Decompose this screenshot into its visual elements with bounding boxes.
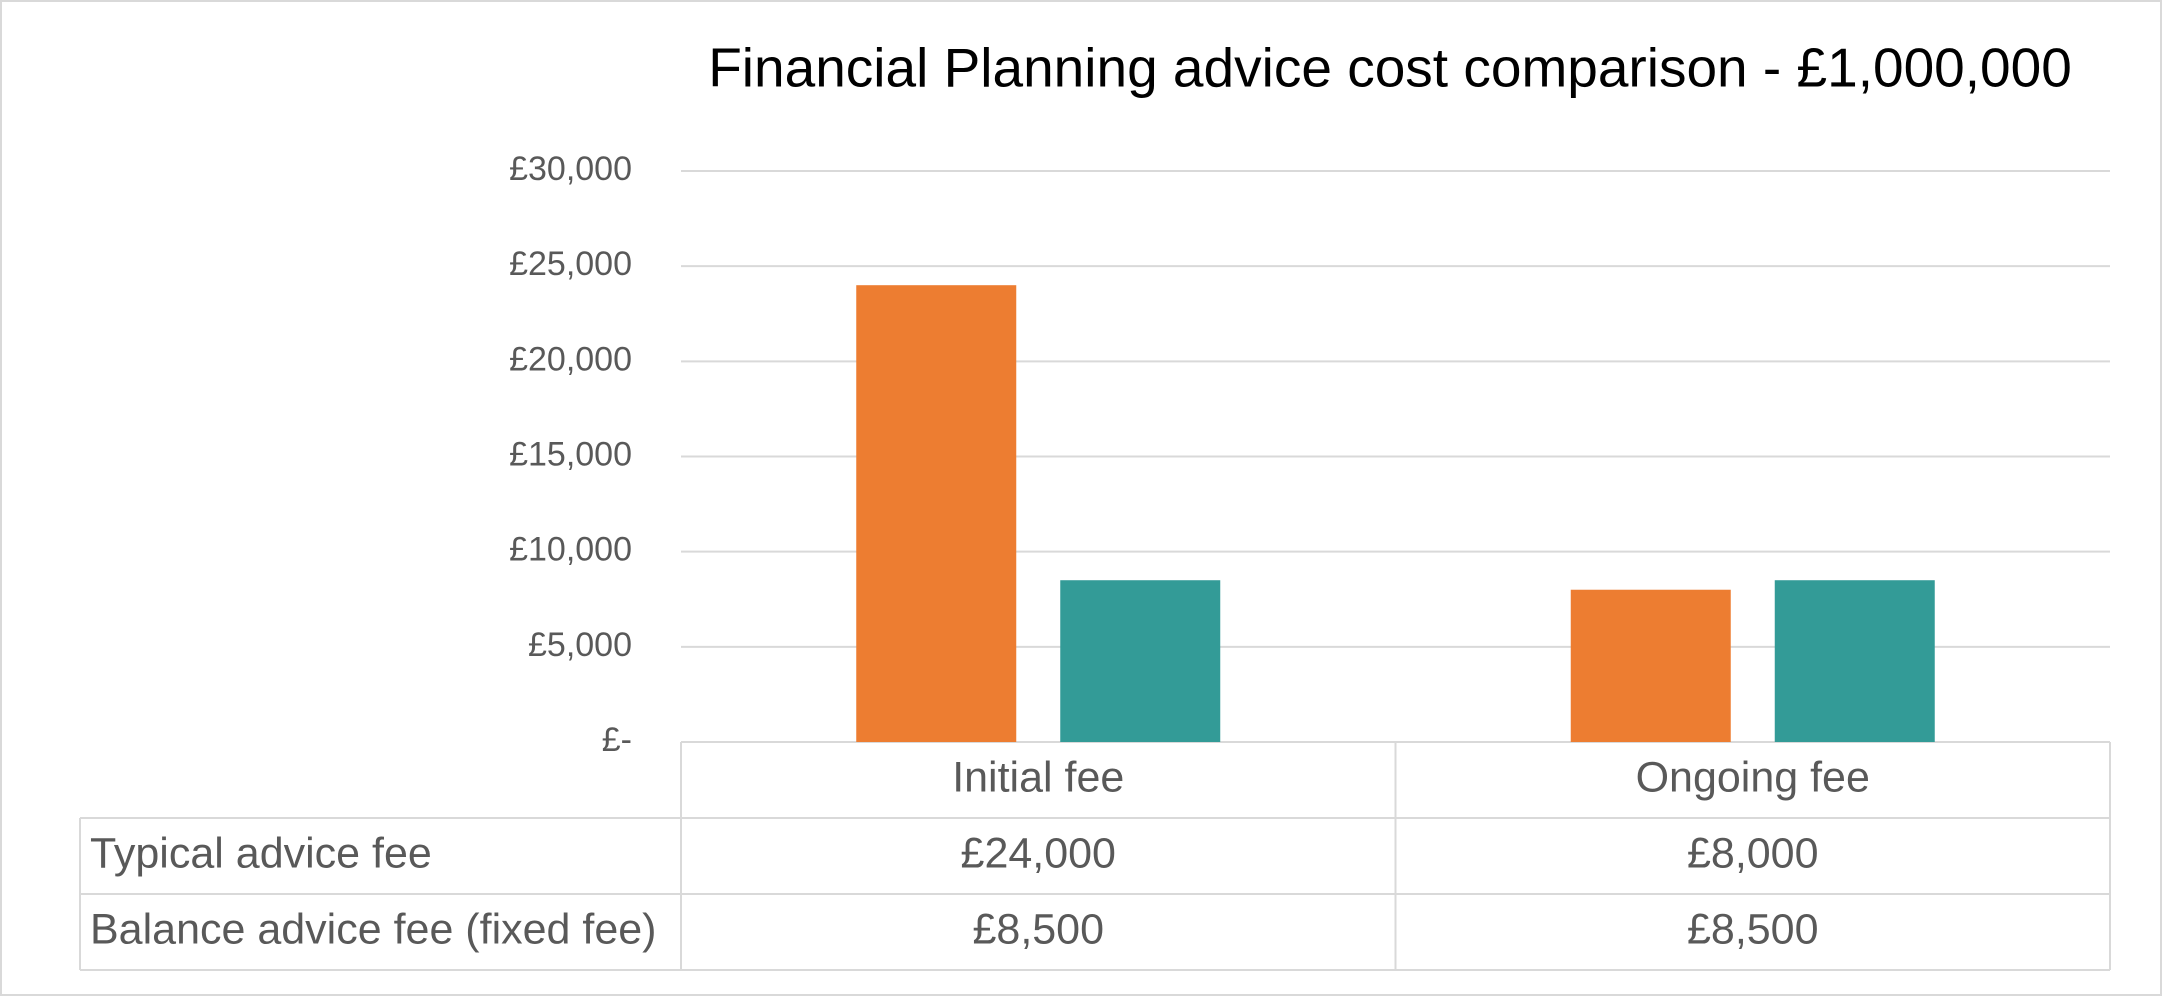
y-tick-label: £5,000 [528,626,632,664]
y-tick-label: £- [602,721,632,759]
chart-title: Financial Planning advice cost compariso… [708,37,2072,99]
bar [1060,580,1221,742]
legend-label: Balance advice fee (fixed fee) [90,905,657,953]
bar [856,285,1017,742]
y-tick-label: £20,000 [509,340,632,378]
y-tick-label: £25,000 [509,245,632,283]
table-value: £8,500 [1687,905,1819,953]
table-value: £8,000 [1687,829,1819,877]
table-value: £24,000 [961,829,1116,877]
x-tick-label: Ongoing fee [1636,753,1870,801]
bar [1774,580,1935,742]
y-tick-label: £15,000 [509,435,632,473]
y-tick-label: £30,000 [509,150,632,188]
bar [1570,589,1731,742]
y-tick-label: £10,000 [509,531,632,569]
legend-label: Typical advice fee [90,829,432,877]
table-value: £8,500 [972,905,1104,953]
x-tick-label: Initial fee [952,753,1124,801]
